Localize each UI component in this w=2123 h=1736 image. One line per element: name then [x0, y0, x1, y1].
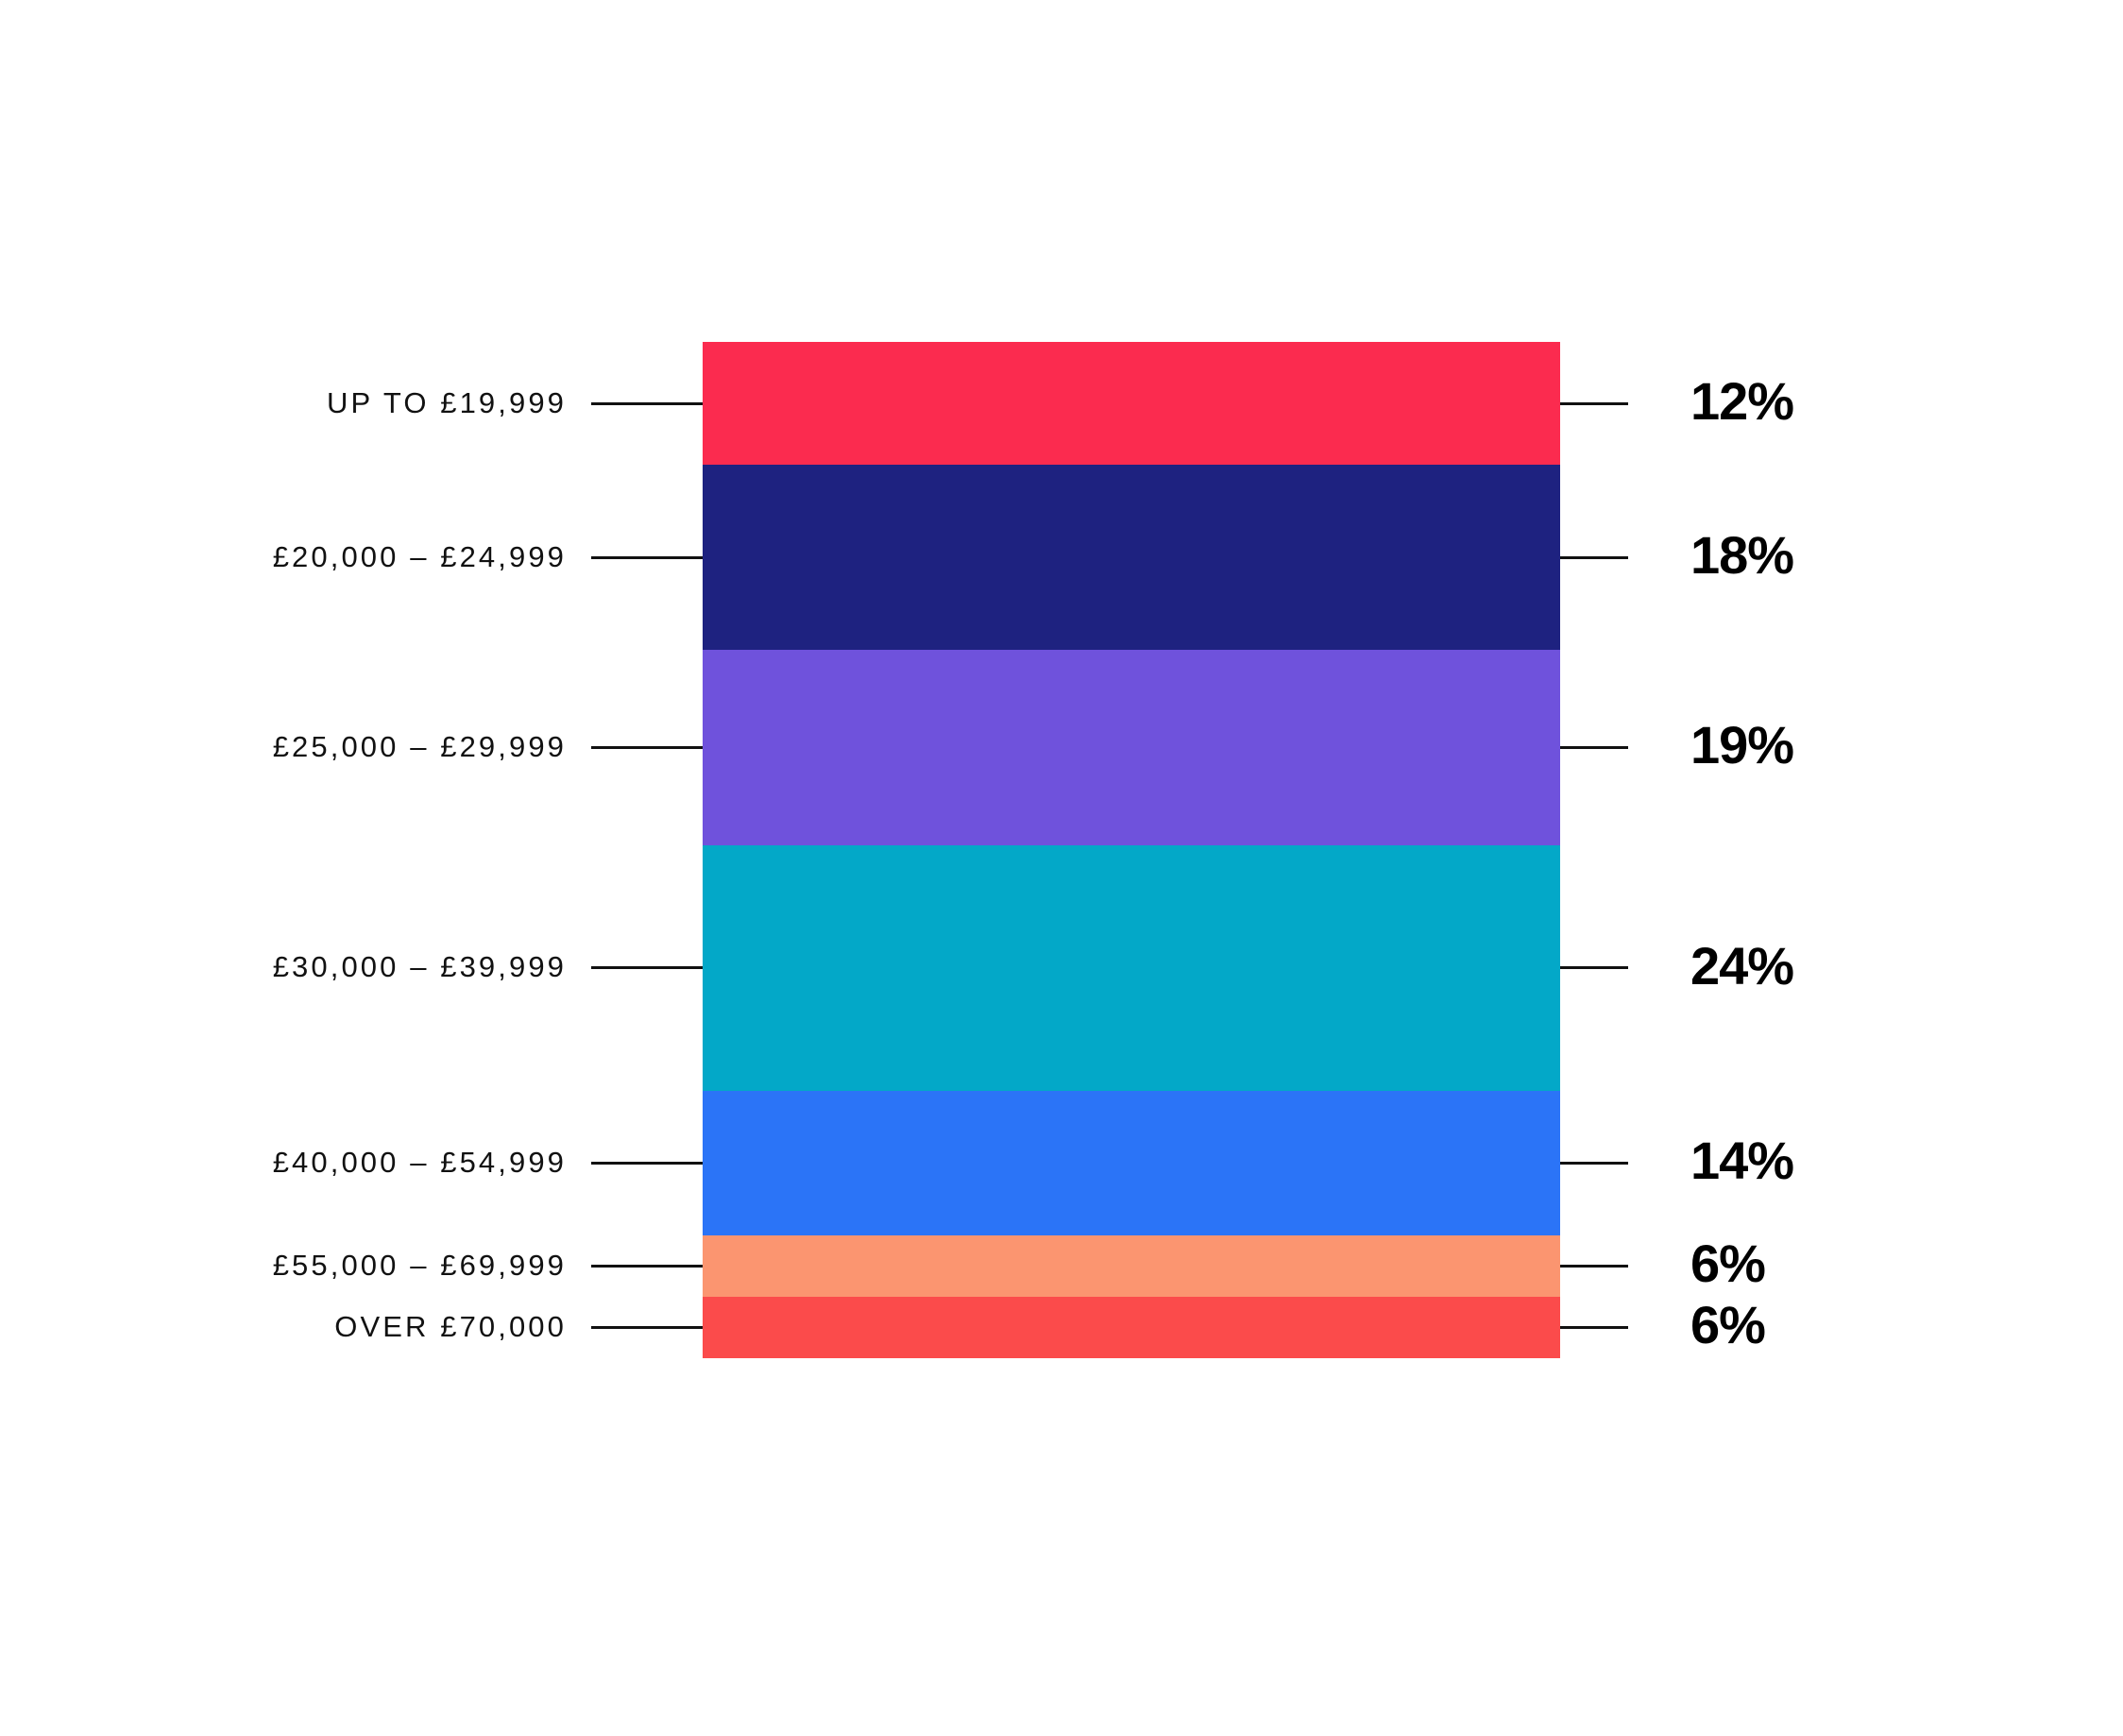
leader-line-right: [1560, 966, 1628, 970]
category-label: £55,000 – £69,999: [272, 1248, 567, 1282]
leader-line-right: [1560, 1264, 1628, 1268]
value-label: 6%: [1690, 1234, 1766, 1294]
category-label: £20,000 – £24,999: [272, 539, 567, 573]
bar-segment: [703, 650, 1560, 845]
leader-line-left: [591, 555, 703, 559]
leader-line-left: [591, 1325, 703, 1329]
category-label: OVER £70,000: [334, 1309, 567, 1343]
bar-segment: [703, 465, 1560, 651]
bar-segment: [703, 342, 1560, 466]
value-label: 19%: [1690, 715, 1794, 775]
leader-line-left: [591, 1161, 703, 1165]
category-label: UP TO £19,999: [326, 385, 567, 419]
bar-segment: [703, 1234, 1560, 1297]
leader-line-right: [1560, 745, 1628, 749]
bar-segment: [703, 1091, 1560, 1235]
value-label: 24%: [1690, 935, 1794, 996]
value-label: 18%: [1690, 525, 1794, 586]
leader-line-left: [591, 401, 703, 405]
leader-line-right: [1560, 555, 1628, 559]
leader-line-right: [1560, 401, 1628, 405]
category-label: £25,000 – £29,999: [272, 729, 567, 763]
leader-line-left: [591, 745, 703, 749]
bar-segment: [703, 1296, 1560, 1358]
leader-line-left: [591, 966, 703, 970]
leader-line-right: [1560, 1325, 1628, 1329]
leader-line-left: [591, 1264, 703, 1268]
value-label: 12%: [1690, 371, 1794, 432]
leader-line-right: [1560, 1161, 1628, 1165]
category-label: £30,000 – £39,999: [272, 950, 567, 984]
value-label: 14%: [1690, 1131, 1794, 1191]
category-label: £40,000 – £54,999: [272, 1145, 567, 1179]
stacked-bar: [703, 342, 1560, 1358]
value-label: 6%: [1690, 1295, 1766, 1355]
bar-segment: [703, 844, 1560, 1092]
